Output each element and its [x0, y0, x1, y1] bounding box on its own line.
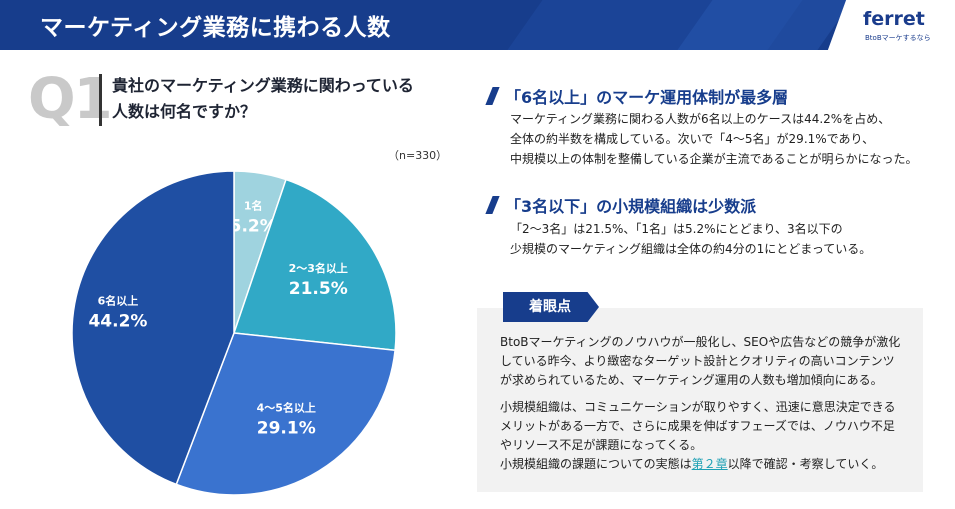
question-number: Q1: [28, 67, 113, 132]
page-title: マーケティング業務に携わる人数: [40, 15, 391, 41]
slice-category-label: 4〜5名以上: [257, 400, 316, 414]
pie-slice-4-5: [175, 332, 396, 496]
header-bar: マーケティング業務に携わる人数 ferret BtoBマーケするなら: [0, 0, 955, 50]
pie-slice-2-3: [232, 178, 397, 352]
slice-value-label: 44.2%: [88, 312, 147, 332]
insight-line: メリットがある一方で、さらに成果を伸ばすフェーズでは、ノウハウ不足: [500, 419, 895, 433]
insight-line: が求められているため、マーケティング運用の人数も増加傾向にある。: [500, 373, 883, 387]
pie-chart: 1名 5.2% 2〜3名以上 21.5% 4〜5名以上 29.1% 6名以上 44.2%: [71, 170, 397, 496]
pie-slice-6plus: [71, 170, 235, 486]
chapter-2-link[interactable]: 第２章: [691, 457, 728, 471]
heading-slash-icon: [485, 196, 500, 214]
insight-line: 小規模組織は、コミュニケーションが取りやすく、迅速に意思決定できる: [500, 400, 896, 414]
slice-category-label: 2〜3名以上: [289, 261, 348, 275]
slice-value-label: 5.2%: [230, 217, 277, 237]
finding-heading-2: 「3名以下」の小規模組織は少数派: [505, 197, 757, 216]
question-text: 貴社のマーケティング業務に関わっている 人数は何名ですか？: [112, 73, 452, 125]
insight-line: やリソース不足が課題になってくる。: [500, 438, 703, 452]
insight-paragraph-2: 小規模組織は、コミュニケーションが取りやすく、迅速に意思決定できる メリットがあ…: [500, 398, 896, 474]
sample-size: （n=330）: [388, 149, 448, 162]
finding-2-text: 「2〜3名」は21.5%、「1名」は5.2%にとどまり、3名以下の 少規模のマー…: [510, 219, 871, 259]
finding-1-line: 中規模以上の体制を整備している企業が主流であることが明らかになった。: [510, 152, 918, 166]
slice-category-label: 6名以上: [98, 294, 139, 308]
question-divider: [99, 74, 102, 126]
insight-tag: 着眼点: [503, 292, 599, 322]
question-line-1: 貴社のマーケティング業務に関わっている: [112, 76, 414, 95]
slice-category-label: 1名: [244, 199, 263, 213]
finding-1-line: マーケティング業務に関わる人数が6名以上のケースは44.2%を占め、: [510, 112, 891, 126]
insight-line: BtoBマーケティングのノウハウが一般化し、SEOや広告などの競争が激化: [500, 335, 901, 349]
slice-value-label: 29.1%: [257, 418, 316, 438]
insight-paragraph-1: BtoBマーケティングのノウハウが一般化し、SEOや広告などの競争が激化 してい…: [500, 333, 900, 390]
finding-2-line: 「2〜3名」は21.5%、「1名」は5.2%にとどまり、3名以下の: [510, 222, 843, 236]
finding-1-text: マーケティング業務に関わる人数が6名以上のケースは44.2%を占め、 全体の約半…: [510, 109, 918, 169]
slice-value-label: 21.5%: [289, 279, 348, 299]
question-line-2: 人数は何名ですか？: [112, 102, 257, 121]
logo-text: ferret: [863, 8, 925, 30]
finding-2-line: 少規模のマーケティング組織は全体の約4分の1にとどまっている。: [510, 242, 872, 256]
heading-slash-icon: [485, 87, 500, 105]
insight-link-prefix: 小規模組織の課題についての実態は: [500, 457, 692, 471]
ferret-logo[interactable]: ferret BtoBマーケするなら: [855, 0, 955, 50]
insight-link-suffix: 以降で確認・考察していく。: [727, 457, 884, 471]
insight-line-with-link: 小規模組織の課題についての実態は第２章以降で確認・考察していく。: [500, 455, 896, 474]
insight-line: している昨今、より緻密なターゲット設計とクオリティの高いコンテンツ: [500, 354, 895, 368]
finding-heading-1: 「6名以上」のマーケ運用体制が最多層: [505, 88, 789, 107]
logo-tagline: BtoBマーケするなら: [865, 34, 931, 42]
finding-1-line: 全体の約半数を構成している。次いで「4〜5名」が29.1%であり、: [510, 132, 875, 146]
insight-box: [477, 308, 923, 492]
